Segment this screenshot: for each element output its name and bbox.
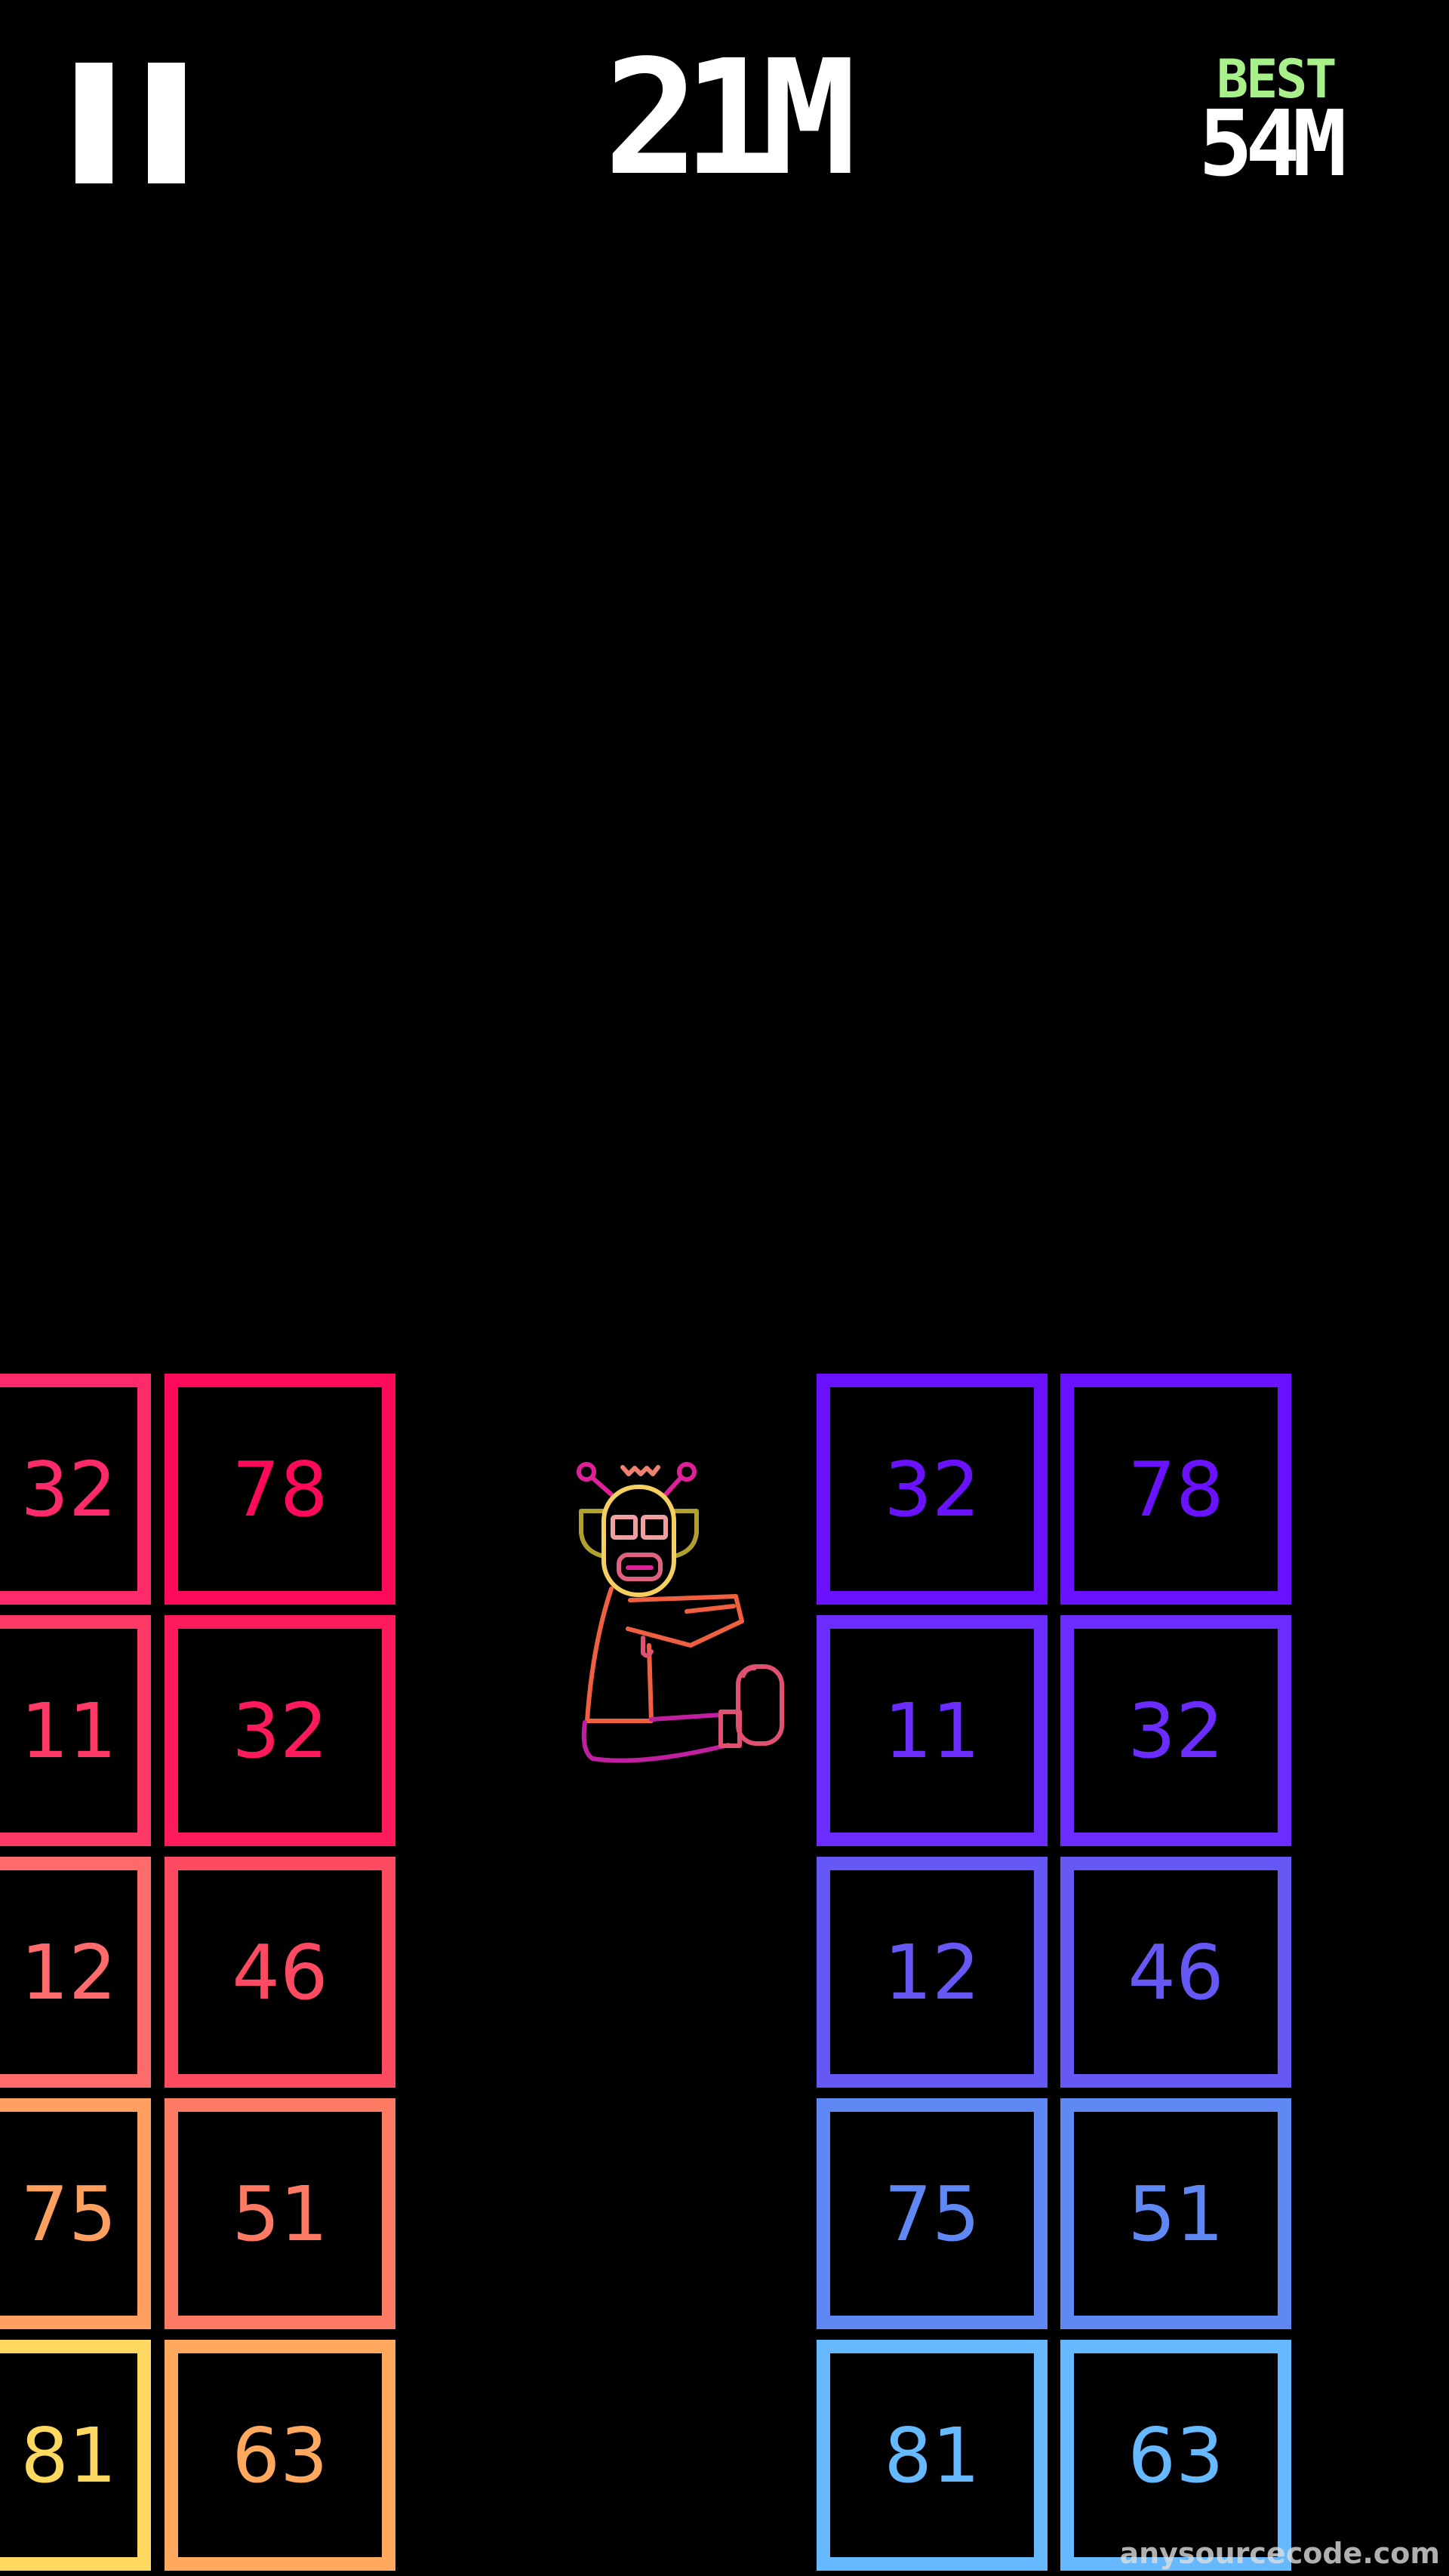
number-tile: 32 xyxy=(0,1374,151,1605)
best-label: BEST xyxy=(1217,48,1337,110)
watermark: anysourcecode.com xyxy=(1119,2537,1440,2570)
distance-score: 21M xyxy=(604,26,857,211)
number-tile: 78 xyxy=(1060,1374,1291,1605)
number-tile: 63 xyxy=(1060,2340,1291,2571)
number-tile: 78 xyxy=(165,1374,395,1605)
number-tile: 46 xyxy=(1060,1857,1291,2088)
number-tile: 11 xyxy=(817,1615,1048,1846)
pause-button[interactable] xyxy=(75,63,185,183)
number-tile: 63 xyxy=(165,2340,395,2571)
pause-icon-bar xyxy=(148,63,185,183)
number-tile: 12 xyxy=(817,1857,1048,2088)
number-tile: 32 xyxy=(165,1615,395,1846)
number-tile: 81 xyxy=(817,2340,1048,2571)
number-tile: 75 xyxy=(0,2098,151,2329)
number-tile: 51 xyxy=(165,2098,395,2329)
best-score: 54M xyxy=(1198,92,1347,197)
number-tile: 32 xyxy=(817,1374,1048,1605)
number-tile: 46 xyxy=(165,1857,395,2088)
number-tile: 81 xyxy=(0,2340,151,2571)
number-tile: 75 xyxy=(817,2098,1048,2329)
number-tile: 51 xyxy=(1060,2098,1291,2329)
robot-character-icon xyxy=(577,1462,784,1763)
number-tile: 32 xyxy=(1060,1615,1291,1846)
number-tile: 12 xyxy=(0,1857,151,2088)
number-tile: 11 xyxy=(0,1615,151,1846)
pause-icon-bar xyxy=(75,63,112,183)
